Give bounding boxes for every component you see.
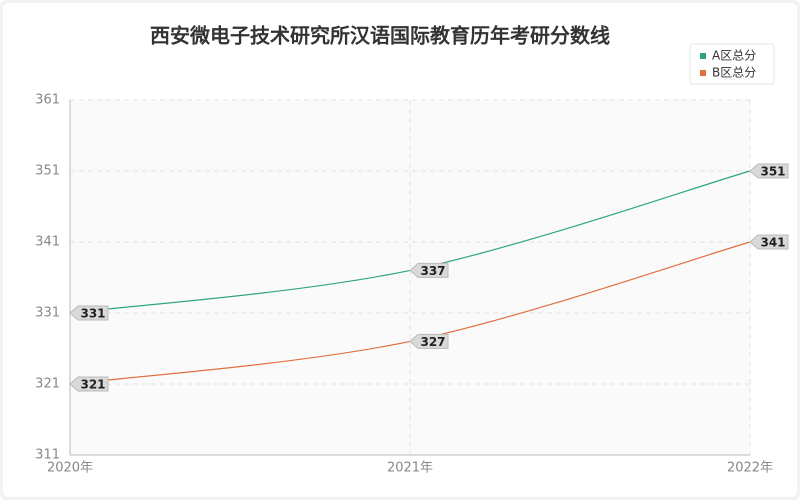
x-tick-label: 2021年	[387, 461, 433, 476]
x-tick-label: 2020年	[47, 461, 93, 476]
value-label-bg	[69, 305, 109, 321]
x-tick-label: 2022年	[727, 461, 773, 476]
y-tick-label: 321	[35, 377, 60, 392]
legend-label: A区总分	[712, 49, 756, 63]
value-label: 341	[760, 236, 785, 250]
legend	[689, 43, 775, 85]
legend-swatch	[700, 70, 706, 76]
value-label: 337	[420, 264, 445, 278]
y-tick-label: 331	[35, 306, 60, 321]
value-label: 351	[760, 165, 785, 179]
value-label-bg	[749, 163, 789, 179]
value-label: 331	[80, 307, 105, 321]
legend-swatch	[700, 53, 706, 59]
chart-title: 西安微电子技术研究所汉语国际教育历年考研分数线	[150, 24, 610, 48]
y-tick-label: 341	[35, 235, 60, 250]
y-tick-label: 361	[35, 93, 60, 108]
value-label-bg	[749, 234, 789, 250]
legend-label: B区总分	[712, 66, 756, 80]
y-tick-label: 351	[35, 164, 60, 179]
value-label-bg	[409, 333, 449, 349]
value-label-bg	[69, 376, 109, 392]
value-label-bg	[409, 262, 449, 278]
value-label: 321	[80, 378, 105, 392]
value-label: 327	[420, 335, 445, 349]
y-tick-label: 311	[35, 448, 60, 463]
